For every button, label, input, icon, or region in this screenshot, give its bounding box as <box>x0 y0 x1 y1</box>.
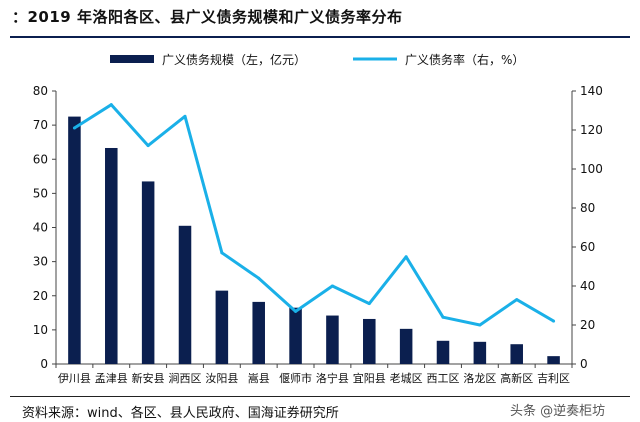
y-right-tick-label: 120 <box>580 123 603 137</box>
line-point <box>183 114 187 118</box>
x-tick-label: 汝阳县 <box>205 371 238 385</box>
title-bar: ：2019 年洛阳各区、县广义债务规模和广义债务率分布 <box>0 0 640 40</box>
line-point <box>294 309 298 313</box>
y-right-tick-label: 140 <box>580 84 603 98</box>
chart-title: ：2019 年洛阳各区、县广义债务规模和广义债务率分布 <box>12 8 403 26</box>
bar <box>215 290 229 364</box>
line-point <box>72 126 76 130</box>
y-left-tick-label: 80 <box>33 84 48 98</box>
source-note: 资料来源：wind、各区、县人民政府、国海证券研究所 <box>22 406 339 421</box>
x-axis-labels: 伊川县 孟津县 新安县 涧西区 汝阳县 嵩县 偃师市 洛宁县 宜阳县 老城区 西工区 洛龙区 高新区 吉利… <box>58 371 570 385</box>
line-point <box>109 103 113 107</box>
bar <box>178 225 192 364</box>
x-tick-label: 西工区 <box>427 372 460 385</box>
line-point <box>367 302 371 306</box>
bar <box>141 181 155 364</box>
line-series <box>72 103 556 327</box>
y-right-tick-label: 100 <box>580 162 603 176</box>
y-left-tick-label: 70 <box>33 118 48 132</box>
y-right-tick-label: 40 <box>580 279 595 293</box>
bar <box>105 147 118 364</box>
chart: 广义债务规模（左，亿元） 广义债务率（右，%） 0 10 20 30 40 50 60 70 8… <box>33 52 603 385</box>
y-left-tick-label: 50 <box>33 186 48 200</box>
x-tick-label: 老城区 <box>390 372 423 385</box>
y-left-tick-label: 40 <box>33 221 48 235</box>
line-point <box>404 255 408 259</box>
title-divider <box>10 36 630 38</box>
bar <box>547 356 560 364</box>
y-right-tick-label: 20 <box>580 318 595 332</box>
x-tick-label: 新安县 <box>132 371 165 385</box>
line-point <box>257 276 261 280</box>
bar <box>289 307 302 364</box>
bar-series <box>68 116 560 364</box>
x-tick-label: 吉利区 <box>537 372 570 385</box>
line-point <box>478 323 482 327</box>
bar <box>436 340 450 364</box>
y-left-tick-label: 10 <box>33 323 48 337</box>
axes: 0 10 20 30 40 50 60 70 80 0 20 40 60 80 100 120 140 <box>33 84 603 371</box>
y-right-tick-label: 0 <box>580 357 588 371</box>
bar <box>399 328 413 364</box>
x-tick-label: 涧西区 <box>169 372 202 385</box>
y-left-tick-label: 30 <box>33 255 48 269</box>
line-point <box>515 298 519 302</box>
x-tick-label: 宜阳县 <box>353 371 386 385</box>
bar <box>68 116 81 364</box>
line-point <box>552 319 556 323</box>
x-tick-label: 偃师市 <box>279 371 312 385</box>
bar <box>473 341 487 364</box>
legend-bar-swatch <box>110 55 154 63</box>
bar <box>510 344 523 364</box>
x-tick-label: 高新区 <box>500 371 533 385</box>
x-tick-label: 嵩县 <box>248 372 270 385</box>
y-right-tick-label: 60 <box>580 240 595 254</box>
line-point <box>220 251 224 255</box>
watermark: 头条 @逆奏柜坊 <box>510 404 606 419</box>
bar <box>326 315 339 364</box>
line-point <box>146 144 150 148</box>
y-left-tick-label: 60 <box>33 152 48 166</box>
bar <box>252 301 265 364</box>
x-tick-label: 洛龙区 <box>463 371 496 385</box>
line-path <box>73 103 555 327</box>
bar <box>363 318 376 364</box>
x-tick-label: 洛宁县 <box>316 371 349 385</box>
legend-line-label: 广义债务率（右，%） <box>405 52 524 67</box>
legend-bar-label: 广义债务规模（左，亿元） <box>162 52 306 67</box>
y-left-tick-label: 0 <box>40 357 48 371</box>
x-tick-label: 孟津县 <box>95 372 128 385</box>
line-point <box>441 315 445 319</box>
legend: 广义债务规模（左，亿元） 广义债务率（右，%） <box>110 52 524 67</box>
x-tick-label: 伊川县 <box>58 372 91 385</box>
line-point <box>330 284 334 288</box>
footer-divider <box>10 396 630 397</box>
y-left-tick-label: 20 <box>33 289 48 303</box>
y-right-tick-label: 80 <box>580 201 595 215</box>
